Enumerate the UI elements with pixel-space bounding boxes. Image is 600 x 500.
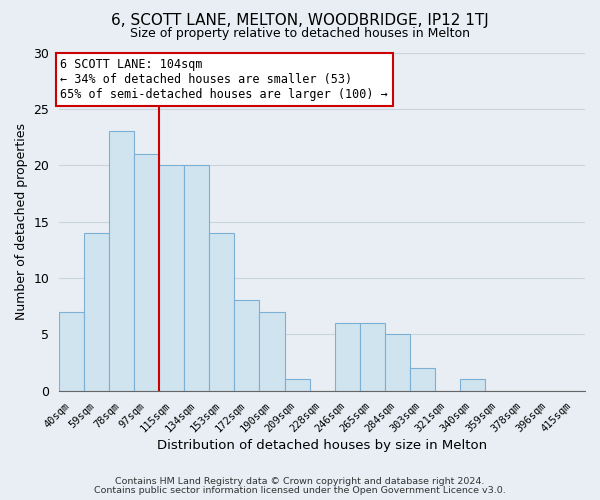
X-axis label: Distribution of detached houses by size in Melton: Distribution of detached houses by size … [157, 440, 487, 452]
Y-axis label: Number of detached properties: Number of detached properties [15, 123, 28, 320]
Bar [59, 312, 84, 390]
Bar [84, 233, 109, 390]
Bar [335, 323, 359, 390]
Bar [209, 233, 235, 390]
Text: Contains HM Land Registry data © Crown copyright and database right 2024.: Contains HM Land Registry data © Crown c… [115, 477, 485, 486]
Text: 6 SCOTT LANE: 104sqm
← 34% of detached houses are smaller (53)
65% of semi-detac: 6 SCOTT LANE: 104sqm ← 34% of detached h… [61, 58, 388, 101]
Text: Size of property relative to detached houses in Melton: Size of property relative to detached ho… [130, 28, 470, 40]
Bar [359, 323, 385, 390]
Bar [385, 334, 410, 390]
Bar [259, 312, 284, 390]
Bar [460, 380, 485, 390]
Text: 6, SCOTT LANE, MELTON, WOODBRIDGE, IP12 1TJ: 6, SCOTT LANE, MELTON, WOODBRIDGE, IP12 … [111, 12, 489, 28]
Bar [235, 300, 259, 390]
Bar [284, 380, 310, 390]
Bar [410, 368, 435, 390]
Bar [109, 132, 134, 390]
Bar [160, 165, 184, 390]
Bar [134, 154, 160, 390]
Text: Contains public sector information licensed under the Open Government Licence v3: Contains public sector information licen… [94, 486, 506, 495]
Bar [184, 165, 209, 390]
